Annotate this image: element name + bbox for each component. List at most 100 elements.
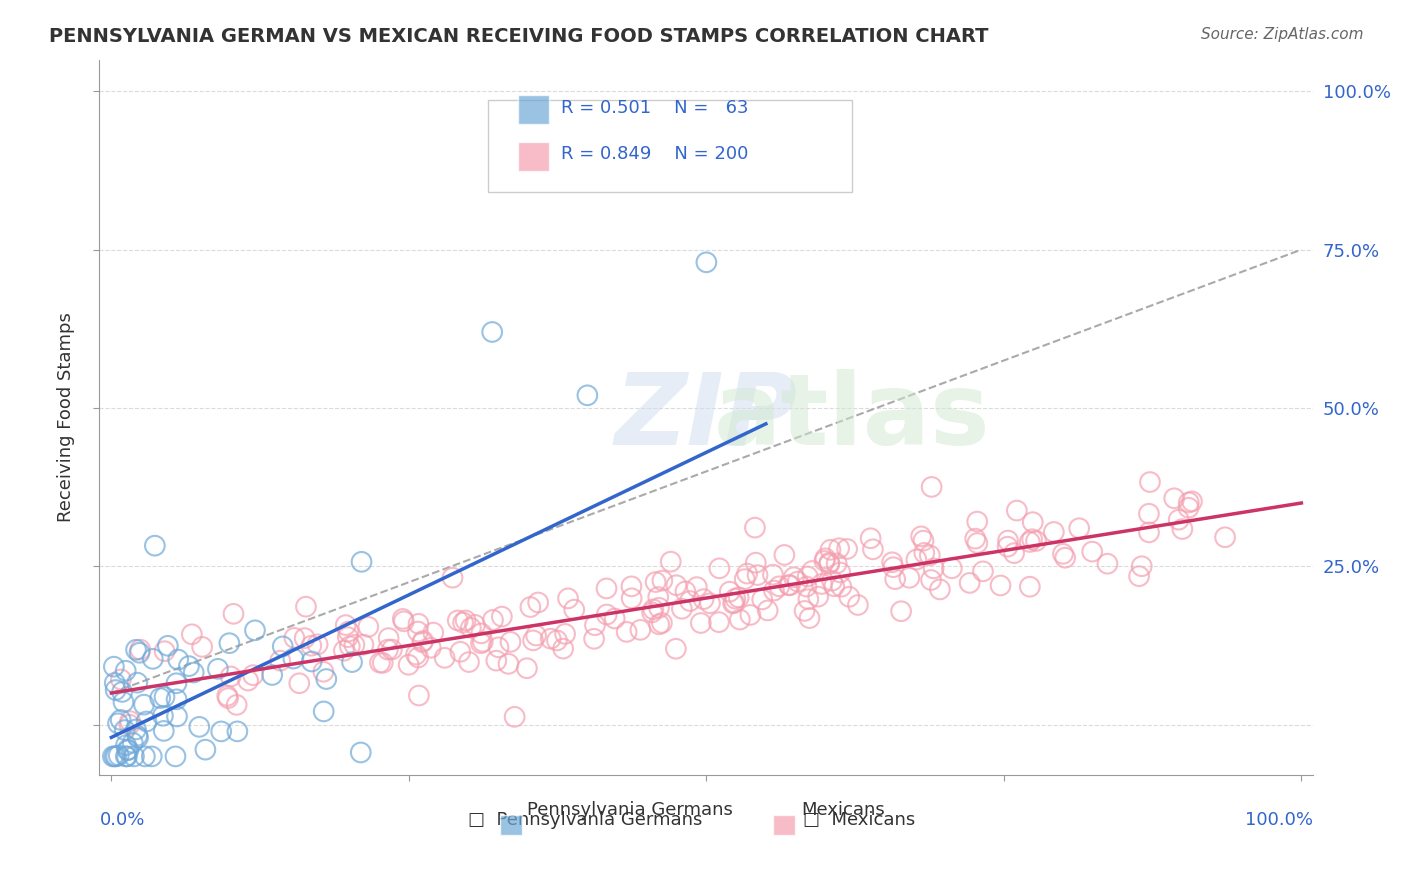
Point bbox=[818, 556, 841, 570]
Point bbox=[152, 708, 174, 723]
Point bbox=[312, 665, 335, 679]
Point bbox=[783, 570, 806, 584]
Point bbox=[524, 628, 547, 642]
Point bbox=[381, 642, 404, 657]
Point bbox=[699, 596, 721, 610]
Point bbox=[350, 555, 373, 569]
FancyBboxPatch shape bbox=[519, 142, 548, 170]
Point bbox=[659, 555, 682, 569]
Point bbox=[141, 749, 163, 764]
Point bbox=[357, 620, 380, 634]
Point bbox=[218, 636, 240, 650]
Point bbox=[921, 480, 943, 494]
Point bbox=[651, 615, 673, 630]
Point bbox=[156, 639, 179, 653]
Point bbox=[671, 601, 693, 615]
Point bbox=[112, 695, 135, 709]
Point bbox=[1139, 475, 1161, 489]
Point bbox=[104, 749, 127, 764]
Point bbox=[1128, 569, 1150, 583]
Text: Source: ZipAtlas.com: Source: ZipAtlas.com bbox=[1201, 27, 1364, 42]
Point bbox=[727, 591, 749, 605]
Point bbox=[340, 655, 363, 669]
Point bbox=[689, 615, 711, 630]
Point bbox=[1213, 530, 1236, 544]
Point bbox=[519, 600, 541, 615]
Point bbox=[127, 675, 149, 690]
Point bbox=[301, 655, 323, 669]
Point bbox=[1137, 525, 1160, 540]
Point bbox=[398, 657, 420, 672]
Point bbox=[377, 631, 399, 645]
Point bbox=[735, 566, 758, 581]
Point bbox=[997, 540, 1019, 554]
Point bbox=[821, 574, 844, 588]
Point bbox=[882, 555, 904, 569]
Text: ZIP: ZIP bbox=[614, 369, 797, 466]
Point bbox=[236, 673, 259, 688]
Point bbox=[117, 743, 139, 757]
Point bbox=[796, 580, 818, 594]
Point bbox=[115, 749, 138, 764]
Point bbox=[482, 613, 505, 627]
Point bbox=[673, 584, 696, 599]
Point bbox=[194, 742, 217, 756]
Point bbox=[207, 662, 229, 676]
Point bbox=[912, 533, 935, 548]
Point bbox=[1043, 524, 1066, 539]
Point bbox=[882, 560, 904, 574]
Point bbox=[778, 578, 800, 592]
Point bbox=[458, 655, 481, 669]
Point bbox=[350, 746, 373, 760]
Point bbox=[641, 605, 664, 619]
Point bbox=[104, 683, 127, 698]
Point bbox=[180, 627, 202, 641]
Point bbox=[707, 615, 730, 629]
Point bbox=[828, 541, 851, 556]
Point bbox=[269, 654, 291, 668]
Point bbox=[695, 255, 717, 269]
Point bbox=[527, 595, 550, 609]
Point bbox=[262, 668, 284, 682]
Point bbox=[105, 749, 128, 764]
Point bbox=[226, 724, 249, 739]
Point bbox=[912, 546, 935, 560]
Point bbox=[744, 521, 766, 535]
Point bbox=[188, 720, 211, 734]
Point bbox=[884, 572, 907, 586]
Point bbox=[1052, 547, 1074, 561]
Point bbox=[1018, 580, 1040, 594]
Point bbox=[101, 749, 124, 764]
Point bbox=[412, 634, 434, 648]
Point bbox=[1018, 535, 1040, 549]
Point bbox=[603, 611, 626, 625]
Point bbox=[336, 630, 359, 644]
Point bbox=[1025, 533, 1047, 548]
Point bbox=[811, 577, 834, 591]
Point bbox=[553, 641, 575, 656]
Point bbox=[648, 600, 671, 615]
Point bbox=[454, 614, 477, 628]
Point bbox=[315, 672, 337, 686]
Point bbox=[377, 642, 399, 657]
Point bbox=[153, 723, 176, 738]
Point bbox=[786, 574, 808, 589]
Point bbox=[1181, 494, 1204, 508]
Point bbox=[1167, 513, 1189, 527]
Point bbox=[665, 578, 688, 592]
Point bbox=[125, 642, 148, 657]
Point bbox=[121, 736, 143, 750]
Point bbox=[648, 617, 671, 632]
Point bbox=[132, 698, 155, 712]
Point bbox=[1177, 500, 1199, 515]
Point bbox=[1137, 507, 1160, 521]
Point bbox=[692, 592, 714, 607]
Point bbox=[114, 723, 136, 737]
Point bbox=[408, 616, 430, 631]
Text: 100.0%: 100.0% bbox=[1246, 812, 1313, 830]
Point bbox=[890, 604, 912, 618]
Point bbox=[153, 644, 176, 658]
Point bbox=[104, 676, 127, 690]
Point bbox=[862, 542, 884, 557]
Point bbox=[406, 624, 429, 639]
